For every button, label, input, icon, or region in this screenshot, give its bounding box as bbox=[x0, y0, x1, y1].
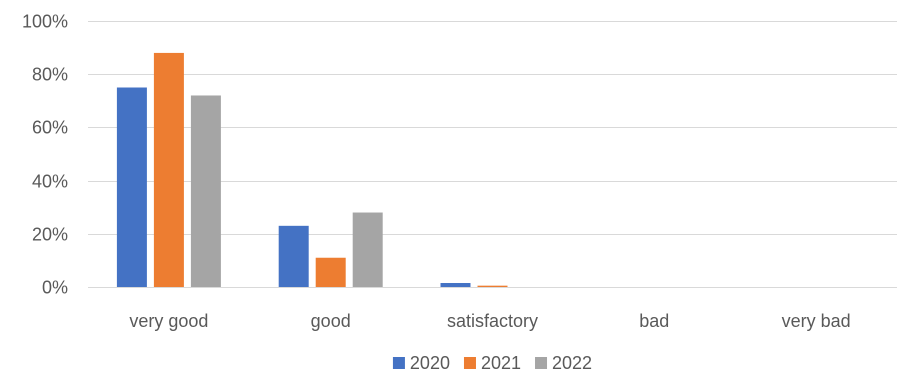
y-tick-label: 100% bbox=[22, 12, 68, 32]
y-tick-label: 20% bbox=[32, 225, 68, 245]
legend-item-2020: 2020 bbox=[392, 353, 450, 373]
legend-item-2022: 2022 bbox=[535, 353, 592, 373]
legend-label: 2021 bbox=[481, 353, 521, 373]
y-tick-label: 80% bbox=[32, 65, 68, 85]
bar-2021-very-good bbox=[153, 52, 184, 287]
y-tick-label: 0% bbox=[42, 278, 68, 298]
legend-swatch bbox=[535, 357, 548, 369]
bar-2020-satisfactory bbox=[440, 283, 471, 287]
x-category-label: good bbox=[311, 311, 351, 331]
x-axis-category-labels: very good good satisfactory bad very bad bbox=[129, 311, 850, 331]
bars bbox=[116, 52, 508, 287]
x-category-label: satisfactory bbox=[447, 311, 538, 331]
x-category-label: very good bbox=[129, 311, 208, 331]
legend: 2020 2021 2022 bbox=[392, 353, 592, 373]
y-axis-tick-labels: 0% 20% 40% 60% 80% 100% bbox=[22, 12, 68, 298]
legend-swatch bbox=[463, 357, 476, 369]
x-category-label: very bad bbox=[782, 311, 851, 331]
bar-2021-satisfactory bbox=[477, 285, 508, 287]
legend-swatch bbox=[392, 357, 405, 369]
bar-2022-good bbox=[352, 212, 383, 287]
gridlines bbox=[88, 21, 897, 288]
bar-2022-very-good bbox=[190, 95, 221, 287]
bar-2020-good bbox=[278, 225, 309, 287]
bar-2020-very-good bbox=[116, 87, 147, 287]
legend-label: 2020 bbox=[410, 353, 450, 373]
legend-item-2021: 2021 bbox=[463, 353, 521, 373]
x-category-label: bad bbox=[639, 311, 669, 331]
y-tick-label: 40% bbox=[32, 172, 68, 192]
legend-label: 2022 bbox=[552, 353, 592, 373]
y-tick-label: 60% bbox=[32, 118, 68, 138]
bar-2021-good bbox=[315, 257, 346, 287]
